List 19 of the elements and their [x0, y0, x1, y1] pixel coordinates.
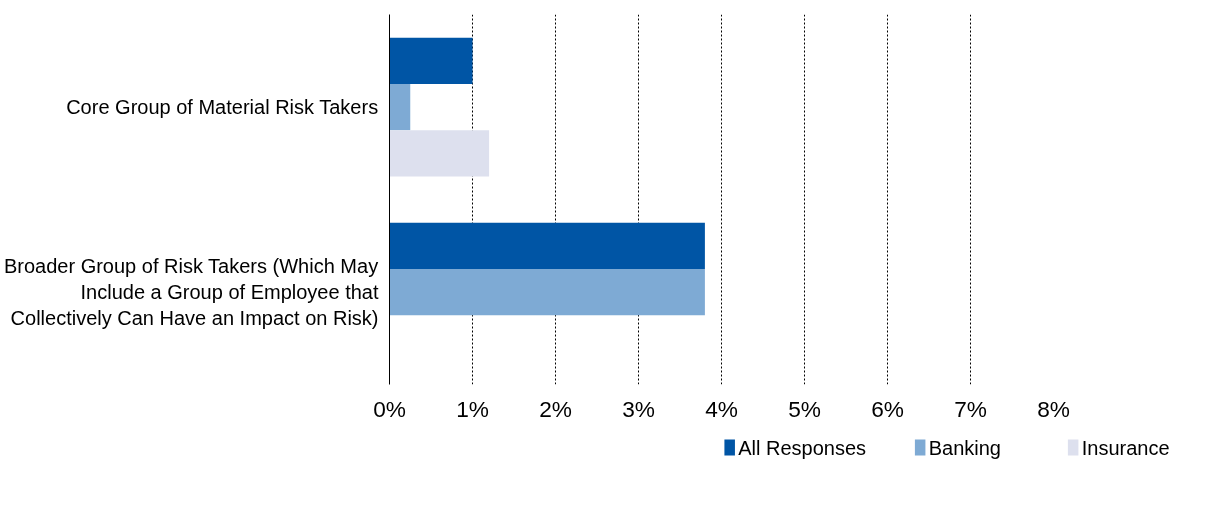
bar	[389, 222, 705, 269]
x-tick-label: 5%	[788, 395, 821, 422]
x-tick-label: 4%	[705, 395, 738, 422]
x-tick-label: 3%	[622, 395, 655, 422]
bar	[389, 268, 705, 316]
legend-label: Banking	[928, 436, 1001, 459]
y-tick-label: Broader Group of Risk Takers (Which May Include a Group of Employee that Collectively Can Have an Impact on Risk)	[3, 254, 379, 330]
legend-label: All Responses	[738, 436, 867, 459]
bar	[389, 83, 411, 131]
x-tick-label: 8%	[1037, 395, 1070, 422]
x-tick-label: 2%	[539, 395, 572, 422]
x-tick-label: 6%	[871, 395, 904, 422]
y-tick-label: Core Group of Material Risk Takers	[66, 96, 379, 118]
x-tick-label: 1%	[456, 395, 489, 422]
bar	[389, 37, 473, 84]
legend-label: Insurance	[1081, 436, 1170, 459]
x-tick-label: 7%	[954, 395, 987, 422]
bar	[389, 130, 490, 177]
x-tick-label: 0%	[373, 395, 406, 422]
